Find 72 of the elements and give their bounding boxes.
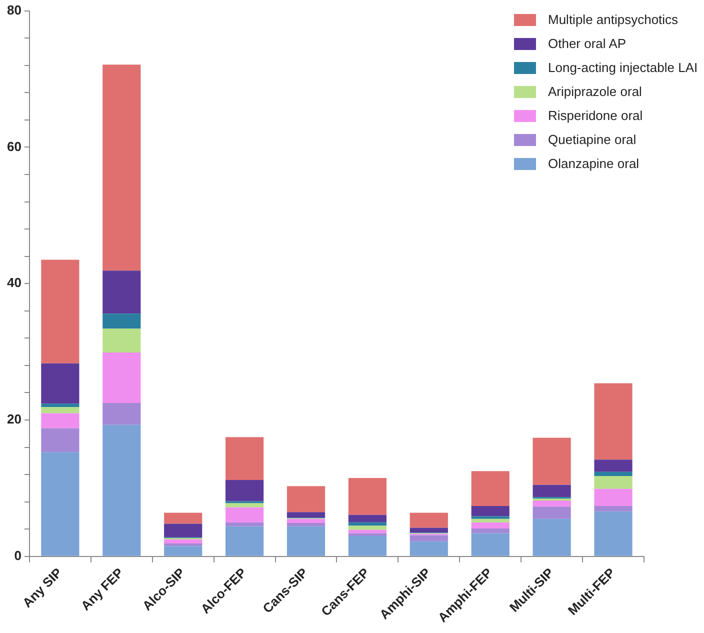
- legend-label: Quetiapine oral: [548, 132, 636, 147]
- bar: [164, 546, 202, 556]
- x-tick-label: Any SIP: [19, 564, 66, 610]
- bar: [226, 526, 264, 556]
- bar: [348, 514, 387, 522]
- bar: [594, 506, 632, 512]
- bar: [41, 428, 80, 452]
- bar: [41, 363, 80, 404]
- bar: [102, 402, 141, 425]
- bar: [226, 480, 264, 502]
- bar: [532, 438, 571, 485]
- bar: [532, 500, 571, 507]
- bar: [410, 528, 448, 533]
- bar: [102, 352, 141, 403]
- bar: [164, 539, 202, 544]
- bar: [410, 512, 448, 528]
- bar: [594, 488, 632, 506]
- bar: [594, 383, 632, 460]
- bar: [41, 260, 80, 364]
- bar: [594, 472, 632, 476]
- bar: [532, 498, 571, 501]
- legend-label: Olanzapine oral: [548, 156, 640, 171]
- bar: [532, 484, 571, 498]
- bar: [410, 535, 448, 542]
- bar: [532, 506, 571, 519]
- bar: [226, 522, 264, 526]
- bar: [286, 526, 326, 556]
- bar: [286, 512, 326, 518]
- bar: [102, 270, 141, 314]
- bar: [471, 471, 510, 506]
- legend-label: Multiple antipsychotics: [548, 12, 678, 27]
- bar: [286, 486, 326, 512]
- bar: [102, 424, 141, 556]
- y-tick-label: 60: [6, 138, 22, 154]
- bar: [348, 478, 387, 515]
- bar: [348, 536, 387, 556]
- bar: [471, 528, 510, 534]
- bar: [471, 518, 510, 522]
- bar: [41, 413, 80, 428]
- bar: [410, 541, 448, 556]
- bar: [226, 437, 264, 480]
- bar: [226, 507, 264, 522]
- bar: [164, 524, 202, 538]
- y-tick-label: 40: [6, 275, 22, 290]
- bar: [348, 526, 387, 530]
- bar: [164, 543, 202, 546]
- bar: [41, 407, 80, 414]
- bar: [102, 314, 141, 329]
- legend-label: Aripiprazole oral: [548, 84, 642, 99]
- legend-label: Other oral AP: [548, 36, 626, 51]
- bar: [532, 518, 571, 556]
- bar: [594, 460, 632, 472]
- y-tick-label: 20: [6, 412, 22, 427]
- bar: [164, 512, 202, 524]
- bar: [471, 533, 510, 556]
- bar: [471, 516, 510, 519]
- bar: [226, 503, 264, 508]
- legend-label: Long-acting injectable LAI: [548, 60, 698, 75]
- bar: [348, 533, 387, 536]
- bar: [102, 328, 141, 353]
- bar: [286, 518, 326, 524]
- bar: [102, 64, 141, 271]
- bar: [471, 506, 510, 516]
- bar: [41, 404, 80, 408]
- y-tick-label: 80: [6, 2, 22, 18]
- bar: [594, 476, 632, 489]
- bar: [594, 511, 632, 556]
- y-tick-label: 0: [14, 548, 22, 564]
- bar: [41, 452, 80, 556]
- bar: [286, 523, 326, 526]
- legend-label: Risperidone oral: [548, 108, 643, 123]
- bar: [471, 522, 510, 528]
